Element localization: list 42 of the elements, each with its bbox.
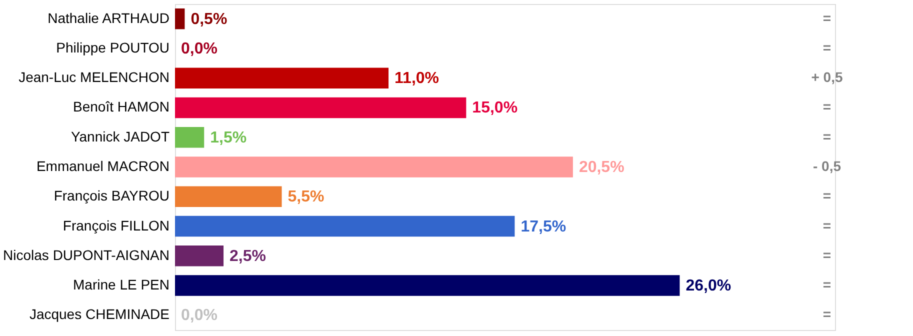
data-label: 20,5% bbox=[578, 159, 624, 176]
data-label: 2,5% bbox=[230, 248, 266, 265]
bar bbox=[175, 68, 389, 88]
bar bbox=[175, 216, 515, 237]
data-label: 5,5% bbox=[288, 188, 324, 206]
y-tick-label: Yannick JADOT bbox=[70, 128, 170, 144]
annotation: = bbox=[822, 276, 832, 293]
annotation: + 0,5 bbox=[811, 69, 843, 86]
annotation: - 0,5 bbox=[812, 158, 842, 174]
y-tick-label: Nicolas DUPONT-AIGNAN bbox=[3, 246, 170, 263]
annotation: = bbox=[822, 217, 832, 234]
bar bbox=[175, 97, 466, 118]
data-label: 11,0% bbox=[394, 70, 440, 88]
annotation: = bbox=[822, 306, 832, 322]
bar bbox=[175, 156, 573, 178]
data-label: 0,0% bbox=[181, 40, 218, 58]
data-label: 1,5% bbox=[210, 129, 247, 146]
y-tick-label: Marine LE PEN bbox=[73, 276, 170, 293]
data-label: 17,5% bbox=[520, 218, 566, 236]
y-tick-label: Emmanuel MACRON bbox=[36, 158, 170, 174]
annotation: = bbox=[822, 39, 832, 56]
data-label: 0,5% bbox=[190, 10, 228, 28]
data-label: 26,0% bbox=[686, 278, 732, 295]
bar bbox=[175, 8, 185, 30]
annotation: = bbox=[822, 188, 832, 204]
bar bbox=[175, 275, 680, 296]
y-tick-label: Nathalie ARTHAUD bbox=[48, 10, 170, 26]
y-tick-label: Jean-Luc MELENCHON bbox=[18, 69, 170, 86]
annotation: = bbox=[822, 246, 832, 263]
y-tick-label: Jacques CHEMINADE bbox=[29, 306, 170, 322]
y-tick-label: François BAYROU bbox=[54, 188, 170, 204]
bar bbox=[175, 246, 224, 266]
y-tick-label: Benoît HAMON bbox=[73, 98, 170, 115]
bar bbox=[175, 186, 282, 208]
y-tick-label: François FILLON bbox=[62, 217, 170, 234]
bar bbox=[175, 126, 204, 148]
data-label: 15,0% bbox=[472, 100, 518, 117]
annotation: = bbox=[822, 128, 832, 144]
annotation: = bbox=[822, 10, 832, 26]
data-label: 0,0% bbox=[181, 307, 218, 324]
annotation: = bbox=[822, 98, 832, 115]
y-tick-label: Philippe POUTOU bbox=[56, 39, 170, 56]
